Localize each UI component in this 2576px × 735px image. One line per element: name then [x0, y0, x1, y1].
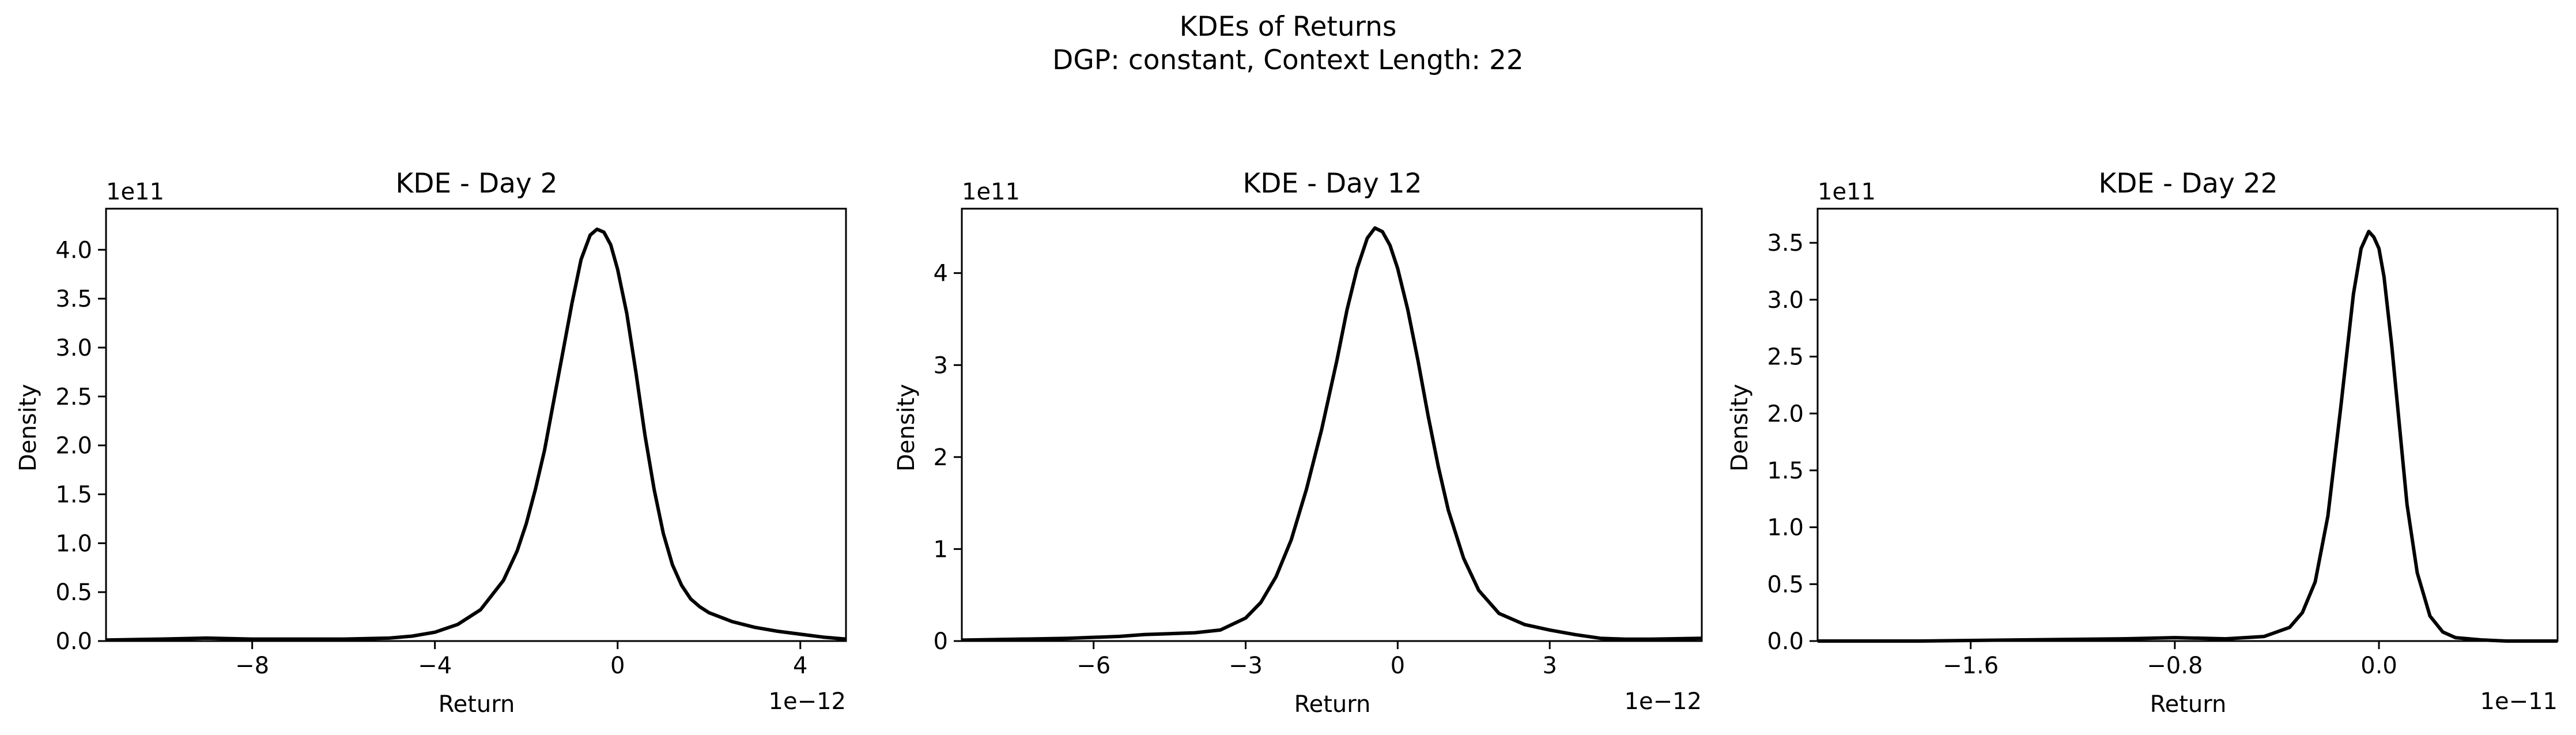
y-tick-label: 2 — [934, 444, 948, 471]
subplot-day-2: KDE - Day 2 1e11 1e−12 Return Density — [15, 168, 846, 718]
y-tick-label: 3.0 — [1767, 287, 1804, 314]
axes-frame — [1816, 208, 2559, 642]
figure-title: KDEs of Returns — [1180, 11, 1397, 43]
y-tick-label: 2.5 — [55, 384, 92, 410]
y-tick-label: 1.0 — [1767, 515, 1804, 541]
axes-frame — [961, 208, 1703, 642]
y-tick-label: 2.0 — [1767, 401, 1804, 427]
y-axis-label: Density — [1727, 384, 1753, 472]
x-tick-label: −6 — [1077, 653, 1111, 679]
axes-3: −1.6 −0.8 0.0 0.0 0.5 1.0 1.5 2.0 2.5 3.0 3.5 — [1767, 208, 2559, 679]
y-tick-label: 3 — [934, 352, 948, 379]
axes-1: −8 −4 0 4 0.0 0.5 1.0 1.5 2.0 2.5 3.0 3.5 4.0 — [55, 208, 847, 679]
y-tick-label: 1.0 — [55, 530, 92, 557]
kde-curve — [105, 227, 847, 642]
y-tick-label: 0.0 — [1767, 628, 1804, 655]
y-tick-label: 2.5 — [1767, 344, 1804, 371]
subplot-title: KDE - Day 12 — [1242, 168, 1422, 199]
x-tick-label: 0 — [1391, 653, 1405, 679]
x-axis-label: Return — [2150, 691, 2227, 718]
y-tick-label: 3.0 — [55, 335, 92, 361]
kde-curve — [1818, 229, 2558, 643]
y-tick-label: 0.5 — [1767, 571, 1804, 598]
subplot-title: KDE - Day 2 — [395, 168, 557, 199]
x-offset-text: 1e−12 — [1625, 688, 1702, 715]
y-axis-label: Density — [893, 384, 920, 472]
y-tick-label: 3.5 — [55, 286, 92, 312]
x-tick-label: 3 — [1542, 653, 1557, 679]
x-offset-text: 1e−12 — [769, 688, 846, 715]
y-tick-label: 0.5 — [55, 579, 92, 606]
subplot-day-22: KDE - Day 22 1e11 1e−11 Return Density — [1727, 168, 2558, 718]
y-tick-label: 3.5 — [1767, 230, 1804, 257]
y-tick-label: 4.0 — [55, 237, 92, 263]
x-tick-label: −4 — [418, 653, 452, 679]
axes-2: −6 −3 0 3 0 1 2 3 4 — [934, 208, 1703, 679]
axes-frame — [105, 208, 847, 642]
y-tick-label: 0 — [934, 628, 948, 655]
x-tick-label: −0.8 — [2147, 653, 2203, 679]
kde-curve — [961, 226, 1702, 642]
x-tick-label: 0.0 — [2360, 653, 2397, 679]
figure-subtitle: DGP: constant, Context Length: 22 — [1052, 44, 1524, 76]
subplot-day-12: KDE - Day 12 1e11 1e−12 Return Density — [893, 168, 1702, 718]
y-tick-label: 0.0 — [55, 628, 92, 655]
y-tick-label: 1.5 — [1767, 458, 1804, 484]
subplot-title: KDE - Day 22 — [2098, 168, 2277, 199]
y-offset-text: 1e11 — [962, 179, 1020, 205]
x-tick-label: 0 — [610, 653, 625, 679]
x-axis-label: Return — [439, 691, 515, 718]
y-tick-label: 2.0 — [55, 433, 92, 459]
y-offset-text: 1e11 — [106, 179, 164, 205]
y-offset-text: 1e11 — [1818, 179, 1876, 205]
x-tick-label: −3 — [1229, 653, 1263, 679]
x-tick-label: 4 — [793, 653, 807, 679]
x-offset-text: 1e−11 — [2480, 688, 2558, 715]
y-tick-label: 4 — [934, 261, 948, 287]
x-axis-label: Return — [1294, 691, 1371, 718]
y-axis-label: Density — [15, 384, 41, 472]
x-tick-label: −8 — [235, 653, 269, 679]
x-tick-label: −1.6 — [1943, 653, 1999, 679]
y-tick-label: 1.5 — [55, 481, 92, 508]
y-tick-label: 1 — [934, 536, 948, 563]
